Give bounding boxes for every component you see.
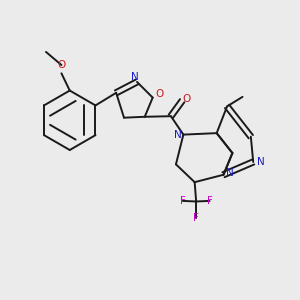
Text: F: F bbox=[180, 196, 186, 206]
Text: F: F bbox=[193, 213, 199, 223]
Text: N: N bbox=[131, 72, 139, 82]
Text: N: N bbox=[226, 168, 234, 178]
Text: N: N bbox=[174, 130, 181, 140]
Text: O: O bbox=[155, 89, 163, 99]
Text: O: O bbox=[182, 94, 191, 104]
Text: N: N bbox=[257, 157, 265, 167]
Text: F: F bbox=[207, 196, 212, 206]
Text: O: O bbox=[57, 60, 66, 70]
